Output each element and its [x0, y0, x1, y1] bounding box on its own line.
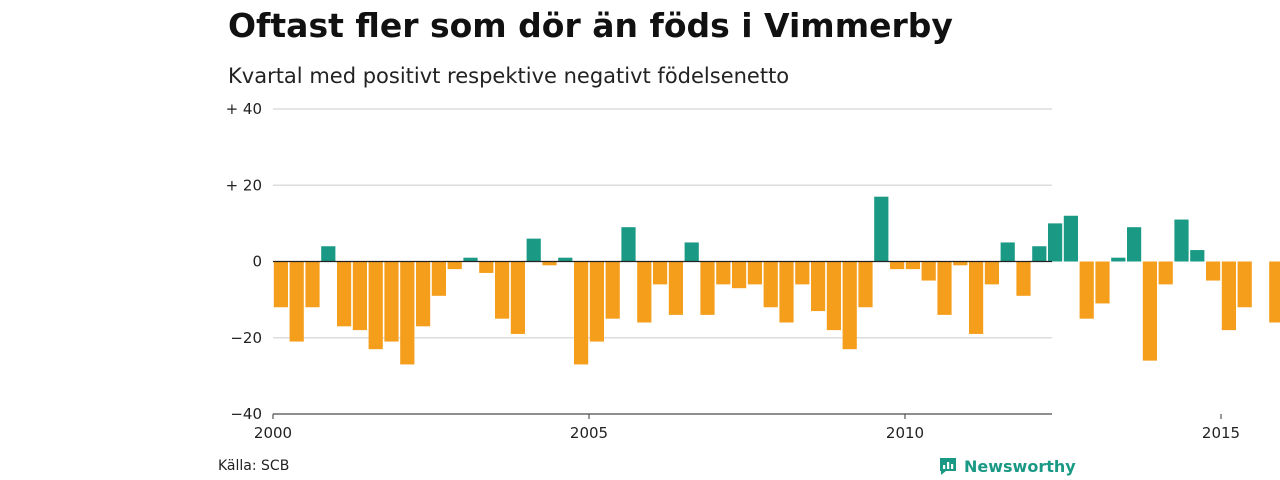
y-tick-label: −40 [230, 405, 262, 423]
bar [431, 261, 446, 296]
x-axis: 20002005201020152020 [254, 413, 1240, 442]
bar [273, 261, 288, 308]
bar [1032, 246, 1047, 262]
bar [637, 261, 652, 323]
chart-subtitle: Kvartal med positivt respektive negativt… [228, 64, 790, 88]
bar [826, 261, 841, 331]
bar [1158, 261, 1173, 285]
bar [1127, 227, 1142, 262]
y-tick-label: 0 [252, 253, 262, 271]
bar [1095, 261, 1110, 304]
x-tick-label: 2005 [570, 424, 608, 442]
bar [1079, 261, 1094, 319]
chart-title: Oftast fler som dör än föds i Vimmerby [228, 6, 953, 45]
bar [1016, 261, 1031, 296]
bar [495, 261, 510, 319]
bar [684, 242, 699, 262]
bar [1174, 219, 1189, 262]
bar [384, 261, 399, 342]
bar [400, 261, 415, 365]
bar [921, 261, 936, 281]
bar [621, 227, 636, 262]
bar [716, 261, 731, 285]
bar [574, 261, 589, 365]
bar [905, 261, 920, 270]
bar [795, 261, 810, 285]
bar [305, 261, 320, 308]
bar [668, 261, 683, 315]
bar [289, 261, 304, 342]
bar [858, 261, 873, 308]
bar [937, 261, 952, 315]
bar [1048, 223, 1063, 262]
bar [558, 257, 573, 262]
source-note: Källa: SCB [218, 458, 290, 474]
bar [479, 261, 494, 273]
bar [811, 261, 826, 312]
y-tick-label: + 20 [226, 176, 262, 194]
bar [605, 261, 620, 319]
bars [273, 196, 1280, 365]
bar [1190, 250, 1205, 262]
bar [890, 261, 905, 270]
bar [1206, 261, 1221, 281]
bar [953, 261, 968, 266]
bar [447, 261, 462, 270]
brand-logo: Newsworthy [938, 456, 1076, 476]
y-axis: + 40 + 20 0 −20 −40 [226, 100, 262, 423]
bar [368, 261, 383, 350]
bar [984, 261, 999, 285]
bar [542, 261, 557, 266]
bar [337, 261, 352, 327]
bar [1111, 257, 1126, 262]
bar [510, 261, 525, 334]
bar [1269, 261, 1280, 323]
bar [589, 261, 604, 342]
bar [653, 261, 668, 285]
bar [416, 261, 431, 327]
bar [1142, 261, 1157, 361]
bar [732, 261, 747, 289]
bar [969, 261, 984, 334]
bar [321, 246, 336, 262]
x-tick-label: 2000 [254, 424, 292, 442]
bar [352, 261, 367, 331]
bar [763, 261, 778, 308]
bar [1000, 242, 1015, 262]
bar [779, 261, 794, 323]
bar [842, 261, 857, 350]
newsworthy-icon [940, 458, 956, 475]
bar [1237, 261, 1252, 308]
y-tick-label: + 40 [226, 100, 262, 118]
brand-name: Newsworthy [964, 456, 1076, 476]
bar [463, 257, 478, 262]
x-tick-label: 2015 [1202, 424, 1240, 442]
bar [1063, 215, 1078, 262]
bar [700, 261, 715, 315]
bar [874, 196, 889, 262]
bar [526, 238, 541, 262]
bar [1221, 261, 1236, 331]
bar [747, 261, 762, 285]
y-tick-label: −20 [230, 329, 262, 347]
x-tick-label: 2010 [886, 424, 924, 442]
